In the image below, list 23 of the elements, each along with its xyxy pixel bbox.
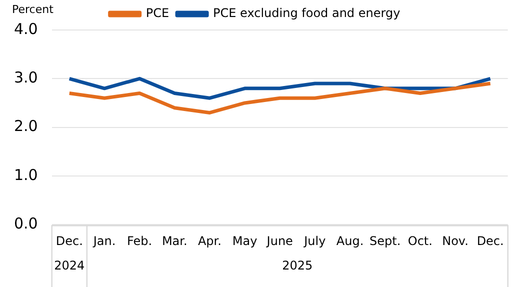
x-tick-label: Apr. [198,234,222,248]
y-tick-label: 0.0 [14,214,38,232]
y-tick-label: 4.0 [14,20,38,38]
x-tick-label: Jan. [92,234,116,248]
x-tick-label: Aug. [336,234,364,248]
text: 2025 [282,258,313,273]
y-tick-label: 2.0 [14,117,38,136]
x-tick-label: Dec. [476,234,504,248]
y-tick-label: 3.0 [14,68,38,87]
x-tick-label: Oct. [408,234,432,248]
text: 2024 [54,258,85,273]
x-tick-label: Feb. [127,234,152,248]
x-tick-label: Mar. [162,234,188,248]
x-tick-label: Sept. [370,234,401,248]
x-tick-label: July [303,234,326,248]
x-tick-label: Dec. [56,234,83,248]
x-tick-label: June [266,234,293,248]
x-tick-label: May [232,234,258,248]
x-tick-label: Nov. [442,234,468,248]
y-axis-title: Percent [12,2,54,16]
y-tick-label: 1.0 [14,166,38,184]
legend-label: PCE excluding food and energy [213,6,400,20]
legend-label: PCE [146,6,170,20]
